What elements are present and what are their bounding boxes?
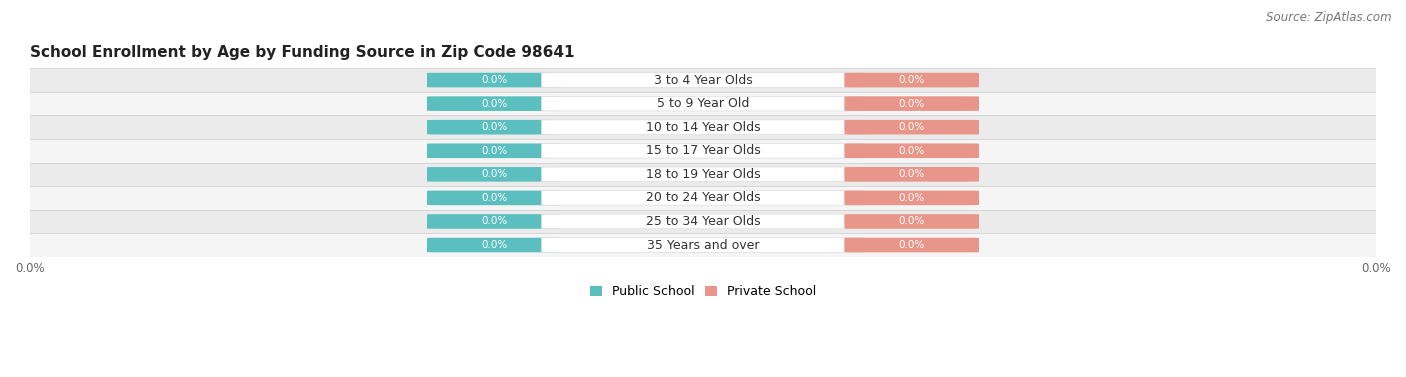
- FancyBboxPatch shape: [845, 120, 979, 135]
- Text: 0.0%: 0.0%: [898, 216, 925, 227]
- Text: 0.0%: 0.0%: [481, 193, 508, 203]
- FancyBboxPatch shape: [30, 186, 1376, 210]
- Text: 35 Years and over: 35 Years and over: [647, 239, 759, 251]
- Text: 0.0%: 0.0%: [898, 240, 925, 250]
- FancyBboxPatch shape: [845, 144, 979, 158]
- Text: 25 to 34 Year Olds: 25 to 34 Year Olds: [645, 215, 761, 228]
- FancyBboxPatch shape: [30, 115, 1376, 139]
- FancyBboxPatch shape: [427, 144, 561, 158]
- FancyBboxPatch shape: [541, 144, 865, 158]
- Text: 0.0%: 0.0%: [481, 99, 508, 109]
- FancyBboxPatch shape: [427, 96, 561, 111]
- FancyBboxPatch shape: [541, 167, 865, 182]
- Text: 0.0%: 0.0%: [898, 99, 925, 109]
- Text: 20 to 24 Year Olds: 20 to 24 Year Olds: [645, 192, 761, 204]
- Text: Source: ZipAtlas.com: Source: ZipAtlas.com: [1267, 11, 1392, 24]
- FancyBboxPatch shape: [541, 238, 865, 252]
- FancyBboxPatch shape: [427, 120, 561, 135]
- FancyBboxPatch shape: [541, 191, 865, 205]
- FancyBboxPatch shape: [30, 233, 1376, 257]
- FancyBboxPatch shape: [845, 191, 979, 205]
- FancyBboxPatch shape: [845, 73, 979, 87]
- FancyBboxPatch shape: [30, 68, 1376, 92]
- Text: 5 to 9 Year Old: 5 to 9 Year Old: [657, 97, 749, 110]
- Text: 0.0%: 0.0%: [898, 193, 925, 203]
- FancyBboxPatch shape: [427, 214, 561, 229]
- Text: 10 to 14 Year Olds: 10 to 14 Year Olds: [645, 121, 761, 134]
- Text: 3 to 4 Year Olds: 3 to 4 Year Olds: [654, 74, 752, 87]
- Text: 0.0%: 0.0%: [898, 75, 925, 85]
- Text: School Enrollment by Age by Funding Source in Zip Code 98641: School Enrollment by Age by Funding Sour…: [30, 45, 574, 60]
- FancyBboxPatch shape: [30, 210, 1376, 233]
- FancyBboxPatch shape: [30, 139, 1376, 162]
- FancyBboxPatch shape: [541, 214, 865, 229]
- Text: 0.0%: 0.0%: [898, 146, 925, 156]
- Text: 0.0%: 0.0%: [481, 146, 508, 156]
- Text: 0.0%: 0.0%: [481, 122, 508, 132]
- Text: 0.0%: 0.0%: [898, 122, 925, 132]
- Text: 0.0%: 0.0%: [481, 75, 508, 85]
- FancyBboxPatch shape: [541, 96, 865, 111]
- Text: 0.0%: 0.0%: [481, 216, 508, 227]
- FancyBboxPatch shape: [427, 73, 561, 87]
- Text: 15 to 17 Year Olds: 15 to 17 Year Olds: [645, 144, 761, 157]
- FancyBboxPatch shape: [541, 120, 865, 135]
- FancyBboxPatch shape: [541, 73, 865, 87]
- Text: 0.0%: 0.0%: [481, 240, 508, 250]
- FancyBboxPatch shape: [427, 191, 561, 205]
- FancyBboxPatch shape: [30, 162, 1376, 186]
- Text: 0.0%: 0.0%: [481, 169, 508, 179]
- Text: 0.0%: 0.0%: [898, 169, 925, 179]
- Legend: Public School, Private School: Public School, Private School: [585, 280, 821, 303]
- Text: 18 to 19 Year Olds: 18 to 19 Year Olds: [645, 168, 761, 181]
- FancyBboxPatch shape: [427, 167, 561, 182]
- FancyBboxPatch shape: [845, 167, 979, 182]
- FancyBboxPatch shape: [30, 92, 1376, 115]
- FancyBboxPatch shape: [845, 238, 979, 252]
- FancyBboxPatch shape: [845, 96, 979, 111]
- FancyBboxPatch shape: [427, 238, 561, 252]
- FancyBboxPatch shape: [845, 214, 979, 229]
